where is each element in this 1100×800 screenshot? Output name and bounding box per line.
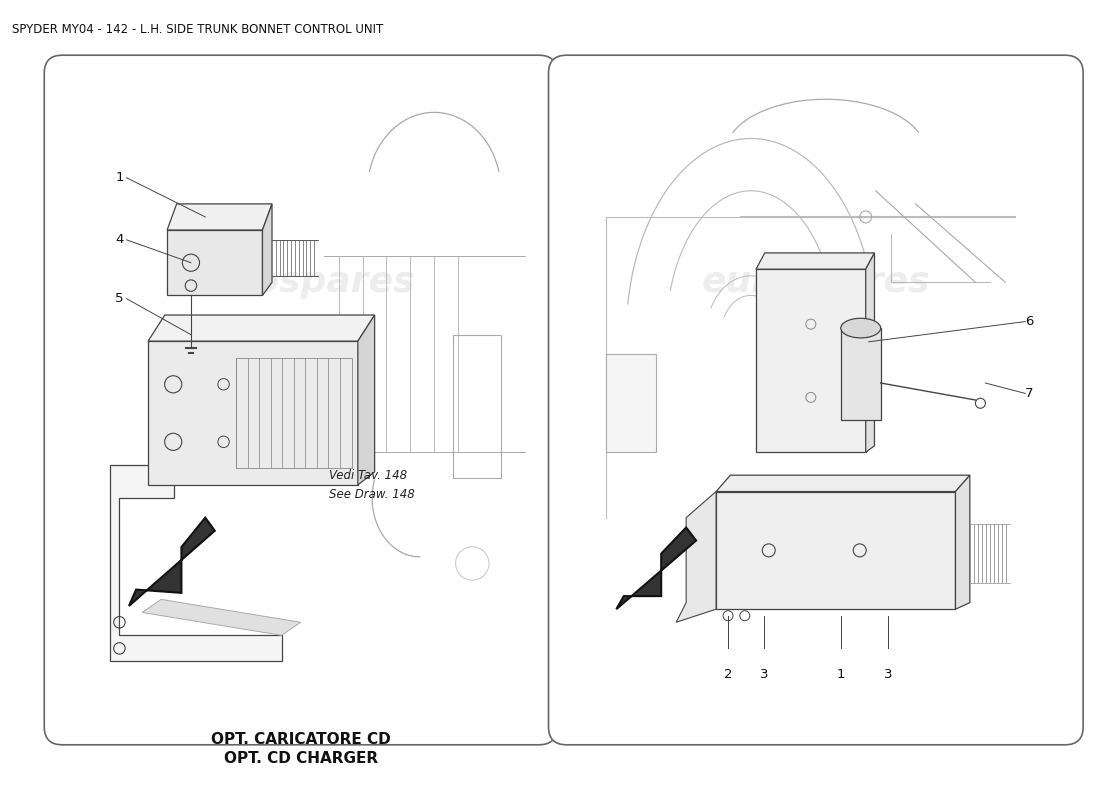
Text: 3: 3 bbox=[760, 668, 768, 681]
Polygon shape bbox=[956, 475, 970, 609]
FancyBboxPatch shape bbox=[44, 55, 557, 745]
Bar bbox=[148, 341, 358, 485]
Polygon shape bbox=[263, 204, 272, 295]
Polygon shape bbox=[358, 315, 375, 485]
Polygon shape bbox=[616, 527, 696, 609]
FancyBboxPatch shape bbox=[549, 55, 1084, 745]
Bar bbox=[756, 270, 866, 452]
Ellipse shape bbox=[840, 318, 881, 338]
Polygon shape bbox=[110, 466, 282, 662]
Polygon shape bbox=[129, 518, 214, 606]
Bar bbox=[840, 328, 881, 420]
Text: 7: 7 bbox=[1025, 387, 1034, 400]
Bar bbox=[167, 230, 263, 295]
Polygon shape bbox=[716, 475, 970, 491]
Text: 5: 5 bbox=[116, 292, 123, 305]
Polygon shape bbox=[866, 253, 874, 452]
Text: SPYDER MY04 - 142 - L.H. SIDE TRUNK BONNET CONTROL UNIT: SPYDER MY04 - 142 - L.H. SIDE TRUNK BONN… bbox=[12, 23, 383, 36]
Polygon shape bbox=[167, 204, 272, 230]
Text: eurospares: eurospares bbox=[702, 266, 931, 299]
Polygon shape bbox=[756, 253, 874, 270]
Polygon shape bbox=[606, 354, 657, 452]
Bar bbox=[453, 334, 500, 478]
Text: Vedi Tav. 148
See Draw. 148: Vedi Tav. 148 See Draw. 148 bbox=[329, 469, 415, 501]
Text: 1: 1 bbox=[836, 668, 845, 681]
Bar bbox=[716, 491, 956, 609]
Polygon shape bbox=[142, 599, 300, 635]
Text: 1: 1 bbox=[116, 171, 123, 184]
Polygon shape bbox=[676, 491, 716, 622]
Polygon shape bbox=[148, 315, 375, 341]
Text: 4: 4 bbox=[116, 234, 123, 246]
Text: OPT. CARICATORE CD
OPT. CD CHARGER: OPT. CARICATORE CD OPT. CD CHARGER bbox=[211, 732, 390, 766]
Text: 6: 6 bbox=[1025, 315, 1034, 328]
Text: eurospares: eurospares bbox=[186, 266, 415, 299]
Text: 2: 2 bbox=[724, 668, 733, 681]
Bar bbox=[236, 358, 352, 468]
Text: 3: 3 bbox=[884, 668, 893, 681]
